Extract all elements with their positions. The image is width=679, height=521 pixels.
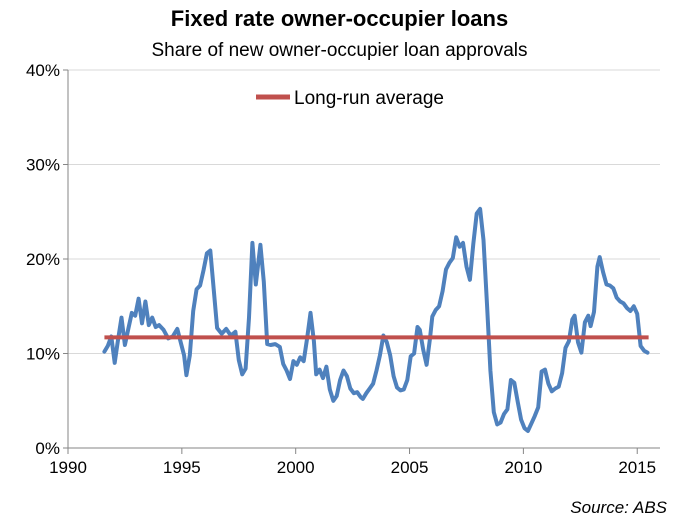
x-tick-label: 1990 bbox=[49, 458, 87, 477]
series-layer bbox=[102, 206, 650, 433]
y-tick-label: 40% bbox=[26, 61, 60, 80]
y-tick-label: 30% bbox=[26, 156, 60, 175]
grid-layer bbox=[68, 69, 660, 354]
y-tick-label: 20% bbox=[26, 250, 60, 269]
x-tick-label: 2005 bbox=[391, 458, 429, 477]
y-tick-label: 0% bbox=[35, 439, 60, 458]
chart-title: Fixed rate owner-occupier loans bbox=[170, 6, 509, 31]
x-tick-label: 2000 bbox=[277, 458, 315, 477]
legend-label-long-run-average: Long-run average bbox=[294, 88, 444, 109]
x-tick-label: 1995 bbox=[163, 458, 201, 477]
x-tick-label: 2010 bbox=[504, 458, 542, 477]
axis-layer: 0% 10% 20% 30% 40% 1990 1995 2000 2005 2010 2015 bbox=[26, 61, 660, 477]
chart-subtitle: Share of new owner-occupier loan approva… bbox=[151, 40, 528, 61]
legend: Long-run average bbox=[256, 88, 444, 109]
y-tick-label: 10% bbox=[26, 345, 60, 364]
chart-source: Source: ABS bbox=[570, 498, 667, 517]
x-tick-label: 2015 bbox=[618, 458, 656, 477]
series-line-share bbox=[102, 206, 650, 433]
